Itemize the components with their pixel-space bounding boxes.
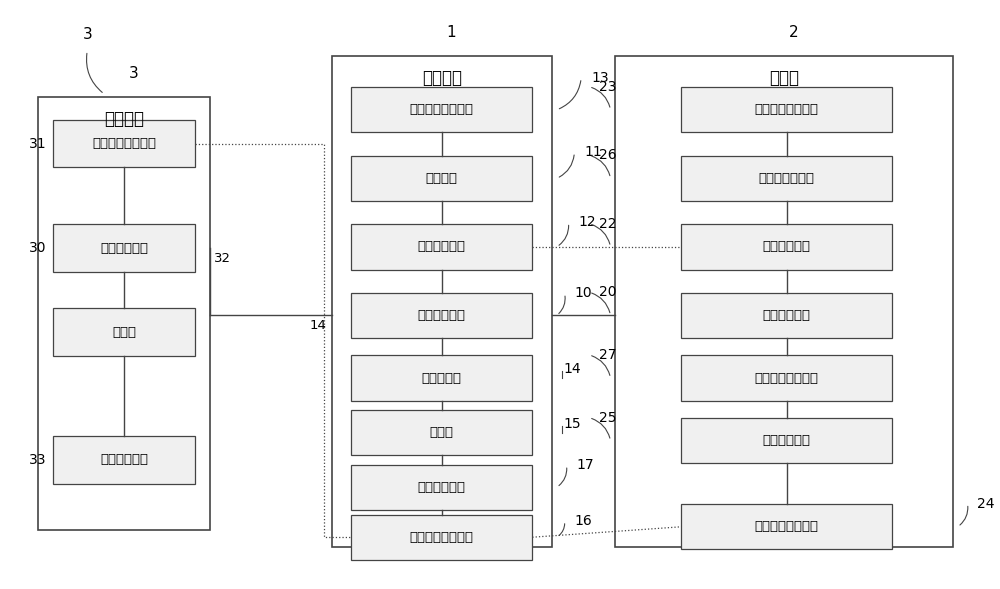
Bar	[351, 356, 532, 401]
Bar	[351, 465, 532, 510]
Bar	[681, 155, 892, 201]
Text: 24: 24	[977, 497, 995, 511]
Text: 第三无线收发模块: 第三无线收发模块	[92, 137, 156, 150]
Bar	[351, 155, 532, 201]
Text: 20: 20	[599, 285, 616, 299]
Text: 激光接收模块: 激光接收模块	[763, 240, 811, 253]
Bar	[53, 436, 195, 484]
Text: 26: 26	[599, 148, 616, 162]
Text: 12: 12	[578, 216, 596, 230]
Text: 33: 33	[29, 453, 46, 467]
Bar	[615, 57, 953, 547]
Text: 第一卫星定位模块: 第一卫星定位模块	[410, 103, 474, 117]
Bar	[681, 224, 892, 270]
Bar	[351, 515, 532, 560]
Text: 声光警示装置: 声光警示装置	[100, 454, 148, 466]
Bar	[681, 504, 892, 550]
Text: 11: 11	[584, 145, 602, 159]
Text: 温度计: 温度计	[430, 426, 454, 439]
Text: 显示屏: 显示屏	[112, 326, 136, 339]
Text: 第二无线收发模块: 第二无线收发模块	[755, 520, 819, 533]
Text: 14: 14	[564, 362, 581, 376]
Text: 第三控制模块: 第三控制模块	[100, 241, 148, 254]
Text: 加速度检测模块: 加速度检测模块	[759, 172, 815, 185]
Bar	[351, 410, 532, 455]
Text: 22: 22	[599, 217, 616, 231]
Text: 跟踪装置: 跟踪装置	[426, 172, 458, 185]
Text: 30: 30	[29, 241, 46, 255]
Bar	[332, 57, 552, 547]
Text: 23: 23	[599, 80, 616, 94]
Text: 安全帽: 安全帽	[769, 70, 799, 88]
Text: 气压高度计: 气压高度计	[422, 372, 462, 385]
Text: 2: 2	[789, 25, 799, 40]
Bar	[351, 224, 532, 270]
Text: 声音输出模块: 声音输出模块	[763, 434, 811, 447]
Bar	[351, 87, 532, 133]
Text: 登高伴侣: 登高伴侣	[422, 70, 462, 88]
Text: 15: 15	[564, 417, 581, 431]
Text: 14: 14	[310, 319, 327, 332]
Bar	[681, 356, 892, 401]
Text: 1: 1	[447, 25, 456, 40]
Text: 第一控制模块: 第一控制模块	[418, 309, 466, 322]
Text: 13: 13	[591, 71, 609, 85]
Bar	[53, 120, 195, 167]
Text: 32: 32	[214, 252, 231, 265]
Text: 3: 3	[82, 27, 92, 42]
Text: 指挥中心: 指挥中心	[104, 110, 144, 128]
Text: 25: 25	[599, 411, 616, 425]
Text: 16: 16	[574, 514, 592, 528]
Text: 27: 27	[599, 348, 616, 362]
Text: 10: 10	[574, 286, 592, 300]
Text: 激光发射模块: 激光发射模块	[418, 240, 466, 253]
Bar	[53, 224, 195, 272]
Text: 17: 17	[576, 458, 594, 472]
Text: 3: 3	[129, 66, 139, 81]
Bar	[681, 293, 892, 338]
Bar	[681, 87, 892, 133]
Text: 生理特征检测模块: 生理特征检测模块	[755, 372, 819, 385]
Text: 第二卫星定位模块: 第二卫星定位模块	[755, 103, 819, 117]
Bar	[53, 309, 195, 356]
Bar	[681, 418, 892, 464]
Text: 31: 31	[29, 137, 46, 151]
Text: 第二控制模块: 第二控制模块	[763, 309, 811, 322]
Text: 第一无线收发模块: 第一无线收发模块	[410, 531, 474, 544]
Bar	[351, 293, 532, 338]
Text: 报警输出模块: 报警输出模块	[418, 481, 466, 494]
Bar	[38, 97, 210, 530]
